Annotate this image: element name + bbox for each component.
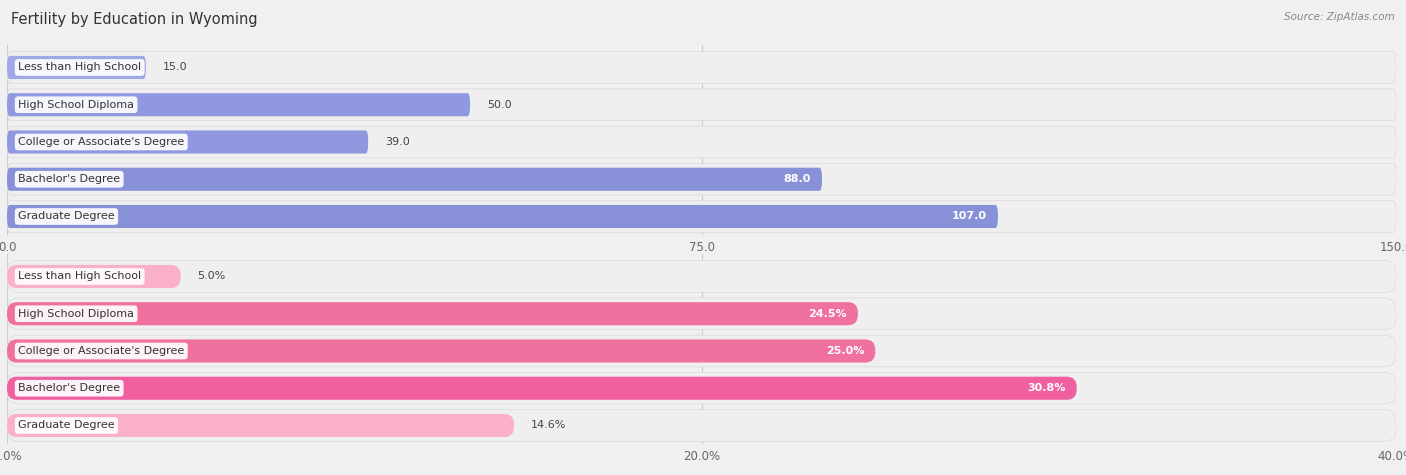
FancyBboxPatch shape <box>7 298 1396 330</box>
FancyBboxPatch shape <box>7 89 1396 121</box>
Text: 39.0: 39.0 <box>385 137 409 147</box>
Text: 5.0%: 5.0% <box>197 272 225 282</box>
Text: 14.6%: 14.6% <box>530 420 567 430</box>
Text: 25.0%: 25.0% <box>825 346 865 356</box>
FancyBboxPatch shape <box>7 414 515 437</box>
Text: High School Diploma: High School Diploma <box>18 100 134 110</box>
FancyBboxPatch shape <box>7 131 368 153</box>
FancyBboxPatch shape <box>7 163 1396 195</box>
Text: Bachelor's Degree: Bachelor's Degree <box>18 383 121 393</box>
Text: 15.0: 15.0 <box>163 63 187 73</box>
FancyBboxPatch shape <box>7 168 823 191</box>
FancyBboxPatch shape <box>7 377 1077 400</box>
FancyBboxPatch shape <box>7 265 181 288</box>
Text: Fertility by Education in Wyoming: Fertility by Education in Wyoming <box>11 12 257 27</box>
Text: 30.8%: 30.8% <box>1028 383 1066 393</box>
FancyBboxPatch shape <box>7 340 875 362</box>
FancyBboxPatch shape <box>7 200 1396 232</box>
Text: 107.0: 107.0 <box>952 211 987 221</box>
FancyBboxPatch shape <box>7 126 1396 158</box>
Text: College or Associate's Degree: College or Associate's Degree <box>18 137 184 147</box>
Text: 24.5%: 24.5% <box>808 309 846 319</box>
Text: Graduate Degree: Graduate Degree <box>18 211 115 221</box>
FancyBboxPatch shape <box>7 205 998 228</box>
Text: 50.0: 50.0 <box>486 100 512 110</box>
FancyBboxPatch shape <box>7 409 1396 441</box>
Text: Graduate Degree: Graduate Degree <box>18 420 115 430</box>
Text: Source: ZipAtlas.com: Source: ZipAtlas.com <box>1284 12 1395 22</box>
FancyBboxPatch shape <box>7 56 146 79</box>
Text: Bachelor's Degree: Bachelor's Degree <box>18 174 121 184</box>
FancyBboxPatch shape <box>7 93 470 116</box>
FancyBboxPatch shape <box>7 302 858 325</box>
Text: Less than High School: Less than High School <box>18 63 141 73</box>
FancyBboxPatch shape <box>7 372 1396 404</box>
FancyBboxPatch shape <box>7 52 1396 83</box>
Text: High School Diploma: High School Diploma <box>18 309 134 319</box>
Text: 88.0: 88.0 <box>783 174 811 184</box>
FancyBboxPatch shape <box>7 335 1396 367</box>
Text: College or Associate's Degree: College or Associate's Degree <box>18 346 184 356</box>
Text: Less than High School: Less than High School <box>18 272 141 282</box>
FancyBboxPatch shape <box>7 261 1396 292</box>
